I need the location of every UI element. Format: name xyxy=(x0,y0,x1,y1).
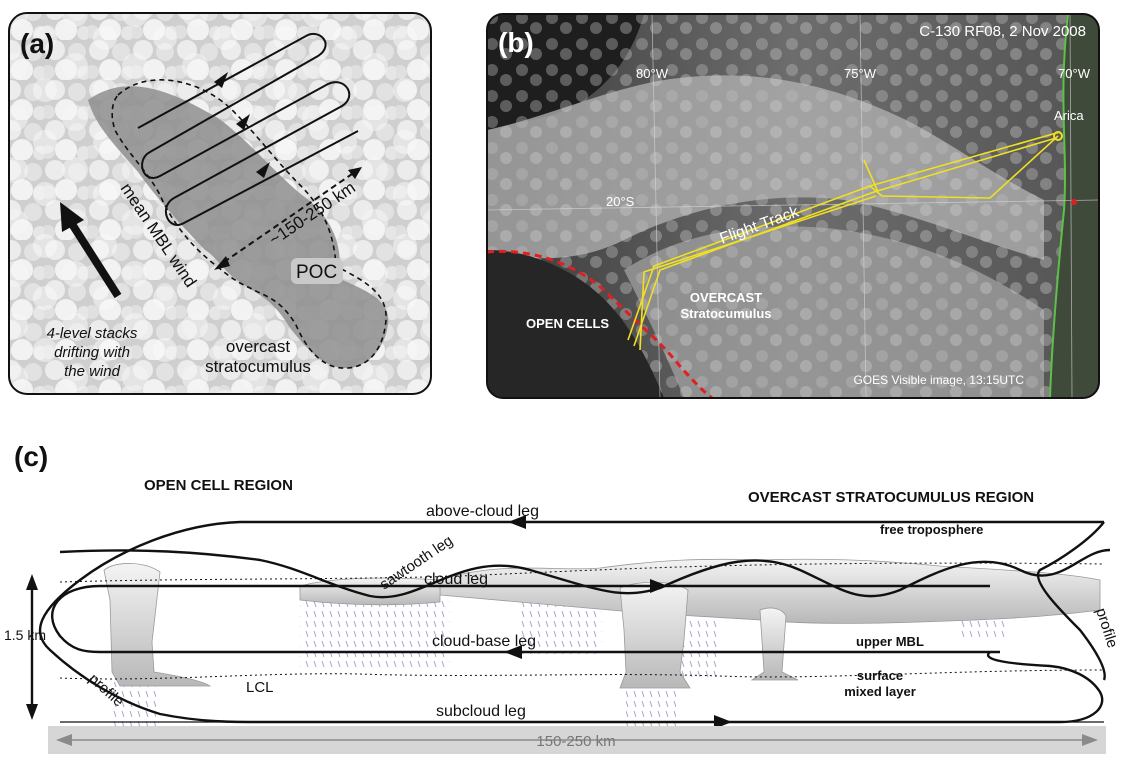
profile-left xyxy=(38,520,261,724)
distance-arrowhead-2 xyxy=(348,167,362,179)
panel-a: (a) ~150-250 km mean MBL wind POC 4-leve… xyxy=(8,12,432,395)
overcast-line-1: overcast xyxy=(226,337,291,356)
wind-arrow xyxy=(68,221,122,299)
lon-label-70w: 70°W xyxy=(1058,66,1091,81)
track-arrow-2 xyxy=(236,114,250,130)
above-cloud-leg-label: above-cloud leg xyxy=(426,503,539,520)
arica-label: Arica xyxy=(1054,108,1084,123)
poc-boundary xyxy=(111,79,387,369)
arica-marker xyxy=(1053,131,1063,141)
above-cloud-arrowhead xyxy=(508,515,526,529)
poc-label-box xyxy=(291,258,343,284)
cloud-base-leg-label: cloud-base leg xyxy=(432,633,536,650)
profile-right-label: profile xyxy=(1092,606,1121,650)
height-arrowhead-bottom xyxy=(26,704,38,720)
track-arrow-1 xyxy=(214,72,228,88)
cloud-layer xyxy=(103,558,1101,689)
lat-label-20s: 20°S xyxy=(606,194,635,209)
height-arrowhead-top xyxy=(26,574,38,590)
cloud-leg xyxy=(50,584,1000,654)
stacks-line-2: drifting with xyxy=(54,344,130,361)
subcloud-leg-label: subcloud leg xyxy=(436,703,526,720)
scale-arrowhead-right xyxy=(1082,734,1098,746)
subcloud-leg xyxy=(260,651,1104,724)
surface-line-1: surface xyxy=(857,668,903,683)
scale-label: 150-250 km xyxy=(536,733,615,750)
sawtooth-leg xyxy=(59,548,1111,599)
lon-label-80w: 80°W xyxy=(636,66,669,81)
overcast-line-2: stratocumulus xyxy=(205,357,311,376)
distance-arrowhead-1 xyxy=(214,256,230,270)
rain-shafts xyxy=(112,596,1008,734)
distance-arrow xyxy=(223,173,353,263)
panel-b-footer: GOES Visible image, 13:15UTC xyxy=(853,373,1024,387)
coastline xyxy=(1049,14,1069,398)
profile-right xyxy=(1036,521,1106,681)
cloud-leg-arrowhead xyxy=(650,579,668,593)
open-cell-region-title: OPEN CELL REGION xyxy=(144,477,293,494)
track-arrow-3 xyxy=(256,162,270,178)
scale-arrowhead-left xyxy=(56,734,72,746)
cloud-base-arrowhead xyxy=(504,645,522,659)
panel-b-label: (b) xyxy=(498,27,534,58)
stacks-line-1: 4-level stacks xyxy=(47,325,138,342)
panel-b-header: C-130 RF08, 2 Nov 2008 xyxy=(919,23,1086,40)
lon-label-75w: 75°W xyxy=(844,66,877,81)
panel-c: (c) OPEN CELL REGION OVERCAST STRATOCUMU… xyxy=(4,441,1121,754)
lcl-label: LCL xyxy=(246,679,274,696)
open-cells-label: OPEN CELLS xyxy=(526,316,609,331)
stacks-text: 4-level stacks drifting with the wind xyxy=(47,325,138,380)
stacks-line-3: the wind xyxy=(64,363,121,380)
panel-c-label: (c) xyxy=(14,441,48,472)
lat-lon-grid xyxy=(487,14,1099,398)
poc-label: POC xyxy=(296,262,337,283)
panel-a-label: (a) xyxy=(20,28,54,59)
lcl-line xyxy=(59,669,1105,680)
overcast-region-title: OVERCAST STRATOCUMULUS REGION xyxy=(748,489,1034,506)
overcast-b-line-2: Stratocumulus xyxy=(680,306,771,321)
surface-line-2: mixed layer xyxy=(844,684,916,699)
height-label: 1.5 km xyxy=(4,627,46,643)
free-troposphere-label: free troposphere xyxy=(880,522,983,537)
upper-mbl-label: upper MBL xyxy=(856,634,924,649)
wind-arrowhead xyxy=(60,202,84,232)
overcast-b-line-1: OVERCAST xyxy=(690,290,762,305)
coast-marker xyxy=(1071,199,1077,205)
poc-region xyxy=(88,86,389,369)
open-cell-boundary xyxy=(487,249,713,398)
cloud-leg-label: cloud leg xyxy=(424,571,488,588)
panel-b: (b) C-130 RF08, 2 Nov 2008 80°W 75°W 70°… xyxy=(486,13,1100,399)
flight-track-lines xyxy=(627,131,1061,351)
